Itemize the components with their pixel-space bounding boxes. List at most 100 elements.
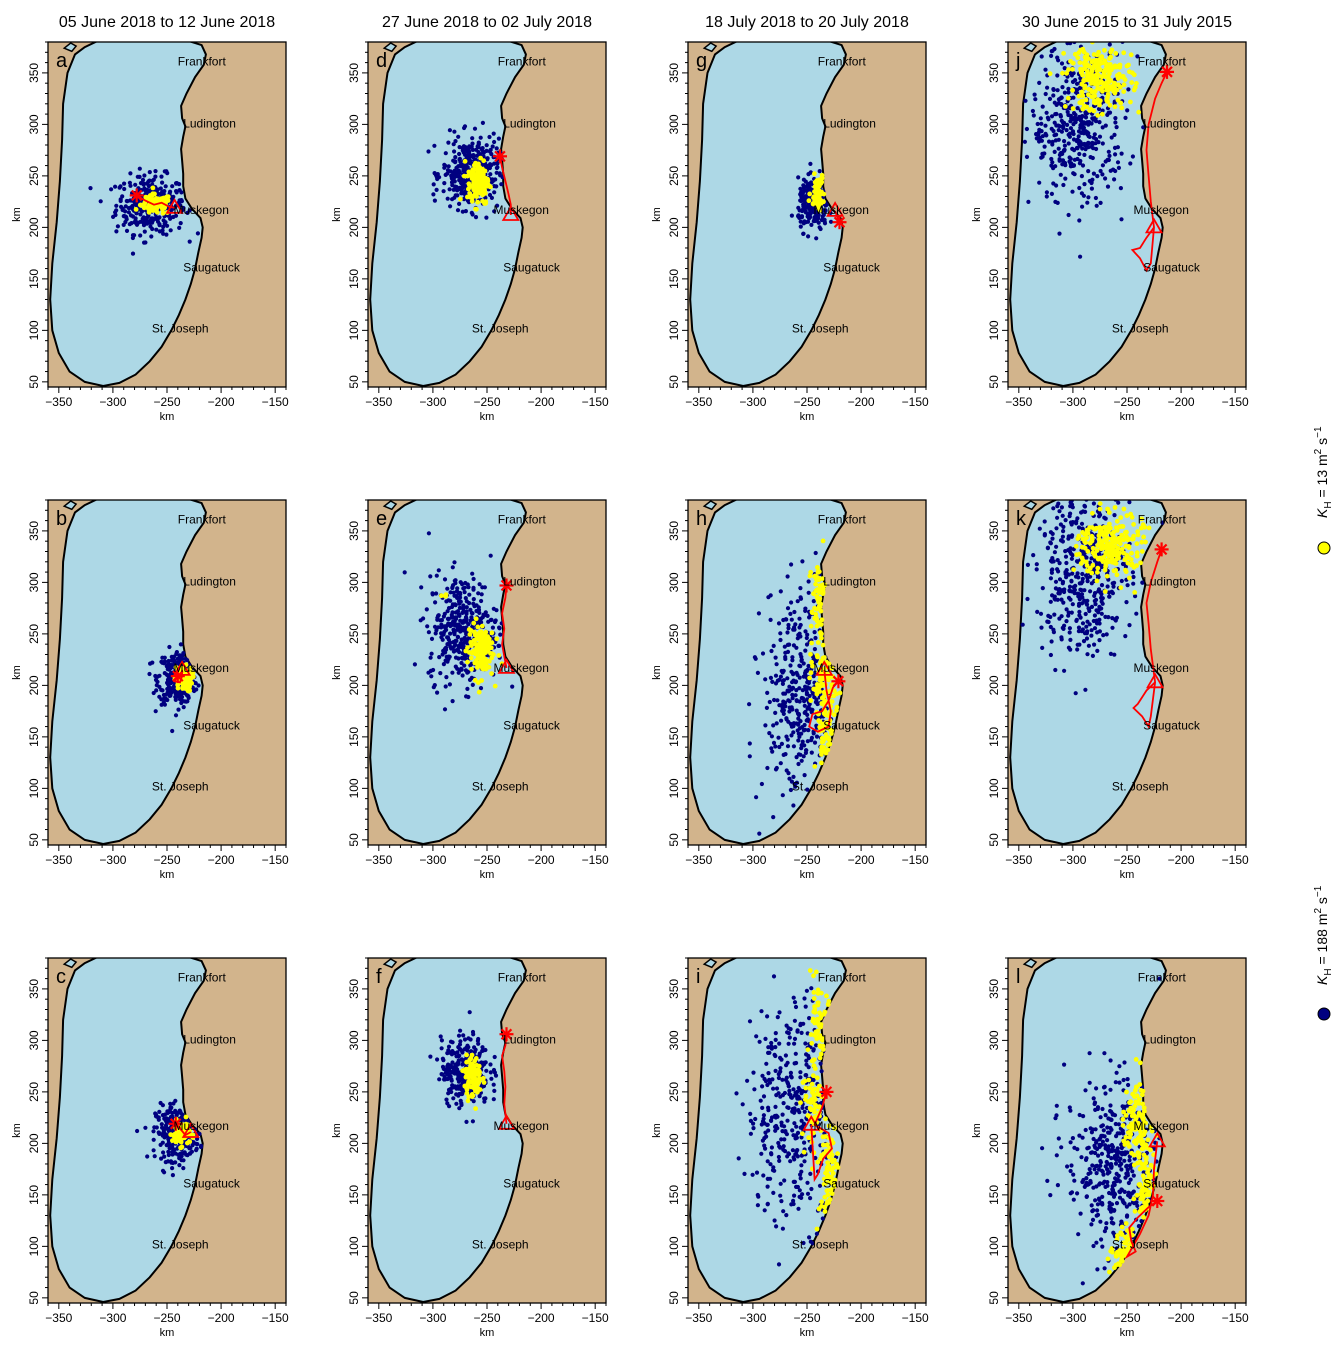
particle-kh188 — [779, 718, 784, 723]
particle-kh188 — [145, 1154, 150, 1159]
particle-kh188 — [181, 705, 186, 710]
particle-kh188 — [771, 1190, 776, 1195]
particle-kh188 — [751, 1126, 756, 1131]
particle-kh13 — [816, 597, 821, 603]
particle-kh188 — [1075, 156, 1080, 162]
particle-kh188 — [763, 1036, 768, 1041]
particle-kh188 — [776, 735, 781, 740]
particle-kh188 — [805, 1191, 811, 1196]
particle-kh188 — [1087, 134, 1092, 139]
particle-kh188 — [747, 702, 752, 707]
particle-kh188 — [198, 1144, 204, 1150]
particle-kh188 — [470, 611, 475, 616]
particle-kh188 — [806, 728, 811, 733]
city-label-frankfort: Frankfort — [818, 971, 867, 985]
particle-kh13 — [133, 207, 139, 212]
track-end-marker — [815, 660, 834, 676]
particle-kh188 — [1074, 81, 1080, 86]
particle-kh188 — [472, 1045, 477, 1050]
x-tick-label: −300 — [419, 395, 446, 409]
particle-kh13 — [481, 1080, 487, 1085]
particle-kh188 — [455, 634, 460, 639]
particle-kh188 — [162, 1116, 167, 1121]
particle-kh188 — [455, 1062, 460, 1067]
particle-kh188 — [806, 663, 811, 669]
particle-kh188 — [759, 1009, 764, 1014]
particle-kh13 — [829, 699, 835, 704]
city-label-ludington: Ludington — [823, 116, 876, 130]
particle-kh188 — [804, 1058, 809, 1063]
particle-kh188 — [1049, 126, 1054, 131]
particle-kh188 — [769, 1115, 775, 1120]
particle-kh188 — [765, 1184, 770, 1189]
particle-kh188 — [1100, 108, 1105, 113]
particle-kh188 — [446, 606, 452, 611]
particle-kh188 — [816, 212, 821, 217]
city-label-muskegon: Muskegon — [174, 1119, 229, 1133]
particle-kh13 — [1121, 82, 1127, 88]
particle-kh188 — [784, 1063, 789, 1068]
particle-kh188 — [809, 750, 814, 755]
particle-kh188 — [164, 1119, 169, 1124]
particle-kh188 — [813, 670, 818, 675]
particle-kh188 — [760, 1073, 765, 1078]
particle-kh188 — [479, 598, 484, 604]
particle-kh188 — [1064, 128, 1069, 133]
particle-kh188 — [464, 615, 469, 620]
particle-kh13 — [1072, 51, 1078, 57]
particle-kh188 — [778, 589, 783, 594]
particle-kh13 — [820, 538, 826, 544]
particle-kh188 — [772, 697, 777, 703]
particle-kh188 — [1047, 96, 1053, 101]
particle-kh13 — [475, 169, 481, 175]
particle-kh188 — [446, 1044, 452, 1049]
x-tick-label: −350 — [365, 853, 392, 867]
particle-kh188 — [1077, 151, 1082, 157]
particle-kh188 — [169, 197, 175, 202]
x-tick-label: −250 — [153, 1311, 180, 1325]
particle-kh188 — [485, 156, 490, 161]
particle-kh188 — [451, 158, 456, 163]
particle-kh188 — [441, 1066, 446, 1071]
particle-kh188 — [748, 1131, 754, 1136]
particle-kh188 — [1078, 254, 1083, 259]
particle-kh13 — [810, 1090, 815, 1095]
particle-kh188 — [114, 203, 119, 208]
particle-kh13 — [473, 160, 478, 166]
particle-kh188 — [462, 190, 467, 195]
particle-kh188 — [792, 1061, 797, 1066]
particle-kh188 — [794, 1152, 799, 1157]
particle-kh188 — [787, 699, 792, 704]
particle-kh188 — [1079, 115, 1084, 120]
particle-kh188 — [773, 1031, 778, 1036]
particle-kh13 — [832, 1125, 837, 1131]
particle-kh188 — [159, 687, 164, 693]
particle-kh188 — [161, 231, 166, 236]
particle-kh188 — [774, 1224, 779, 1229]
particle-kh188 — [498, 173, 503, 178]
city-label-frankfort: Frankfort — [818, 55, 867, 69]
particle-kh188 — [777, 1158, 782, 1163]
city-label-muskegon: Muskegon — [494, 203, 549, 217]
particle-kh188 — [1088, 155, 1093, 160]
particle-kh188 — [812, 217, 817, 222]
particle-kh188 — [1040, 104, 1045, 109]
particle-kh188 — [123, 219, 128, 225]
particle-kh188 — [796, 761, 801, 767]
particle-kh188 — [128, 183, 133, 188]
particle-kh188 — [761, 1173, 766, 1178]
particle-kh188 — [469, 1049, 474, 1054]
particle-kh188 — [452, 1084, 457, 1089]
x-tick-label: −150 — [582, 853, 609, 867]
particle-kh188 — [162, 1154, 167, 1159]
particle-kh188 — [153, 169, 158, 174]
particle-kh188 — [449, 1078, 454, 1083]
particle-kh188 — [771, 1086, 776, 1091]
particle-kh188 — [499, 182, 504, 187]
particle-kh188 — [440, 1072, 445, 1077]
particle-kh13 — [473, 616, 479, 622]
panel-label: h — [696, 508, 707, 530]
particle-kh188 — [472, 126, 478, 131]
particle-kh13 — [1062, 104, 1068, 109]
